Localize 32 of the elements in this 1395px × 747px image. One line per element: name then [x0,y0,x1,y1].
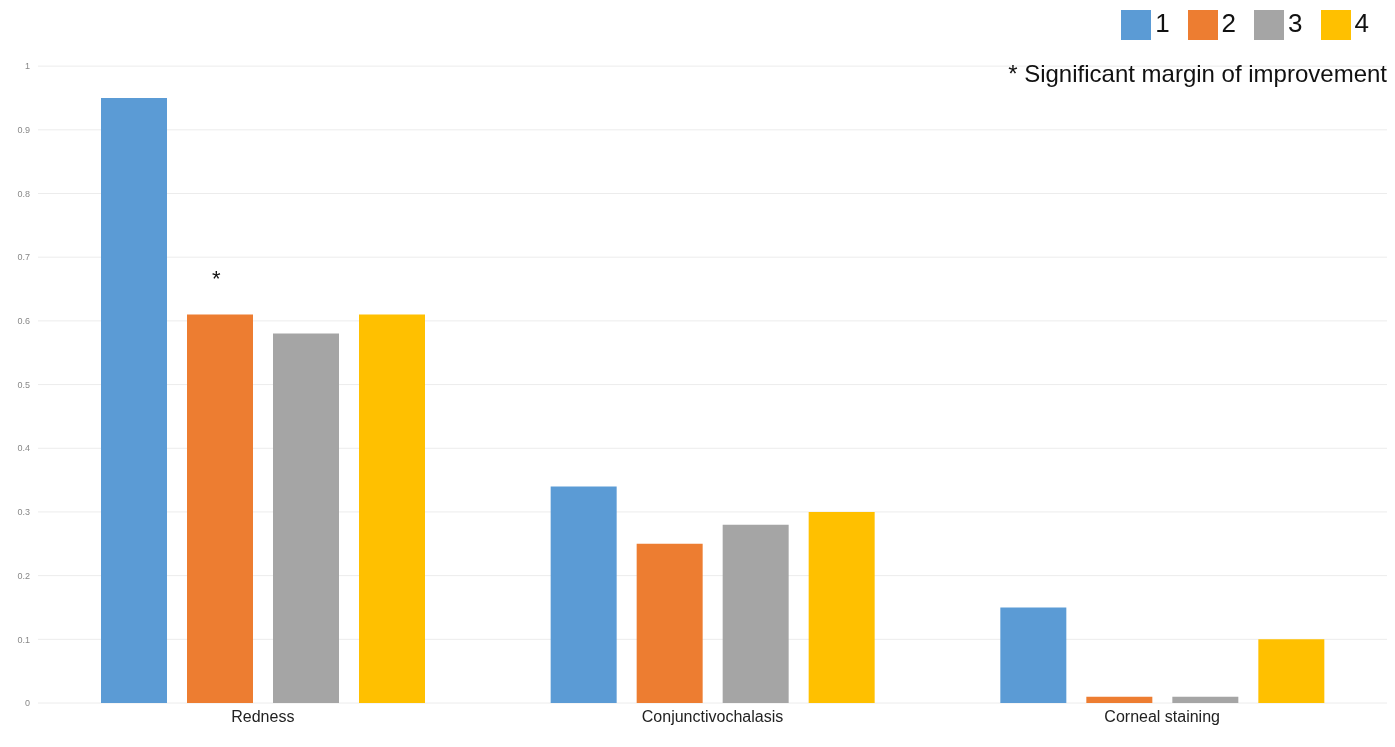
annotation: * [212,266,221,292]
legend-label: 2 [1221,8,1237,38]
bar [550,486,617,703]
bar [359,314,425,703]
bar [273,333,339,703]
x-tick-label: Conjunctivochalasis [641,708,784,726]
bar [1258,639,1325,703]
x-tick-label: Redness [231,708,295,726]
bar [1086,696,1153,703]
bar [808,511,875,703]
y-tick-label: 0.2 [17,570,30,581]
y-tick-label: 0.1 [17,634,30,645]
y-tick-label: 0.5 [17,379,30,390]
legend-label: 1 [1155,8,1170,38]
y-tick-label: 0.3 [17,507,30,518]
y-tick-label: 0.4 [17,443,30,454]
bar [636,543,703,703]
bar [1000,607,1067,703]
annotation: * Significant margin of improvement [1008,60,1387,88]
legend-label: 3 [1288,8,1303,38]
y-tick-label: 0.9 [17,125,30,136]
y-tick-label: 0.8 [17,188,30,199]
bar [722,524,789,703]
bar [101,97,167,703]
legend-label: 4 [1354,8,1369,38]
y-tick-label: 1 [24,61,30,72]
y-tick-label: 0.6 [17,316,30,327]
x-tick-label: Corneal staining [1104,708,1220,726]
bar [1172,696,1239,703]
y-tick-label: 0.7 [17,252,30,263]
y-tick-label: 0 [24,698,30,709]
bar [187,314,253,703]
